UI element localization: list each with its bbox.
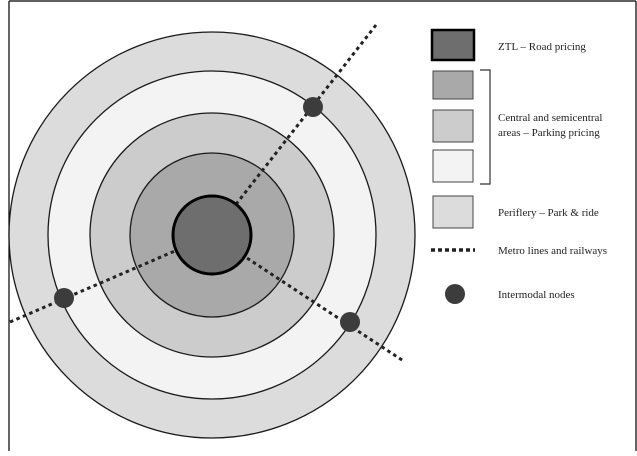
intermodal-node xyxy=(303,97,323,117)
metro-line-northeast xyxy=(210,24,378,236)
legend-swatch-semicentral-mid xyxy=(432,109,474,143)
legend-swatch-semicentral-light xyxy=(432,149,474,183)
intermodal-node xyxy=(54,288,74,308)
legend-label-periphery: Periflery – Park & ride xyxy=(498,207,599,219)
legend-swatch-semicentral-dark xyxy=(432,70,474,100)
legend-swatch-ztl xyxy=(430,28,476,62)
intermodal-node xyxy=(340,312,360,332)
legend-label-parking-line2: areas – Parking pricing xyxy=(498,127,600,139)
legend-bracket xyxy=(480,69,491,185)
legend-label-ztl: ZTL – Road pricing xyxy=(498,41,586,53)
legend-swatch-periphery xyxy=(432,195,474,229)
legend-label-metro: Metro lines and railways xyxy=(498,245,607,257)
legend-swatch-node xyxy=(445,284,465,304)
intermodal-nodes xyxy=(54,97,360,332)
legend-label-parking-line1: Central and semicentral xyxy=(498,112,602,124)
ztl-center-zone xyxy=(171,194,253,276)
legend: ZTL – Road pricing Central and semicentr… xyxy=(430,28,607,304)
legend-label-nodes: Intermodal nodes xyxy=(498,289,575,301)
